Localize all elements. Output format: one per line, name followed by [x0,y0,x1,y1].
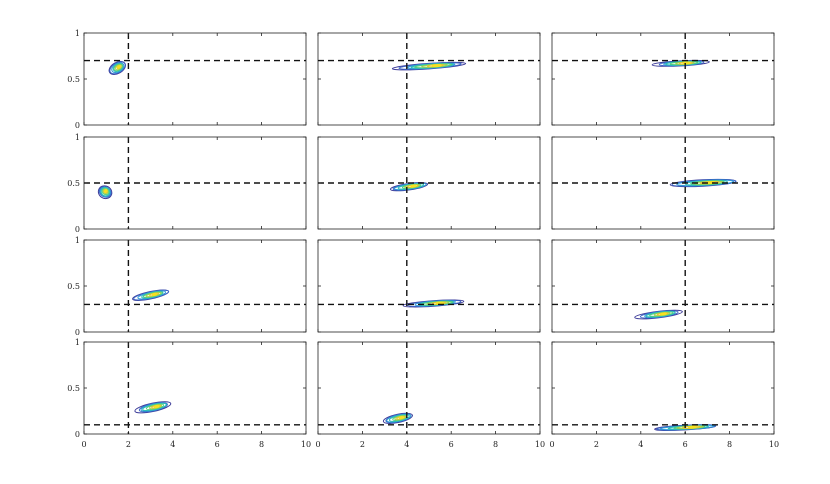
x-tick-label: 2 [360,440,365,449]
contour-set [389,182,429,192]
x-tick-label: 6 [215,440,220,449]
contour-level-4 [142,402,167,412]
contour-peak [154,405,159,408]
panel-frame [317,239,541,333]
panel-r3-c1: 00.51 [67,236,307,337]
x-tick-label: 10 [535,440,545,449]
contour-peak [117,65,121,69]
y-tick-label: 0.5 [67,384,80,393]
contour-level-4 [100,187,111,197]
contour-set [97,185,113,200]
contour-set [654,424,717,431]
contour-peak [398,416,403,419]
contour-set [108,60,126,75]
x-tick-label: 10 [769,440,779,449]
panel-frame [83,32,307,126]
contour-set [132,289,170,301]
panel-r1-c1: 00.51 [67,29,307,130]
contour-level-6 [114,64,123,71]
y-tick-label: 1 [75,29,80,38]
contour-level-2 [138,402,168,413]
contour-level-2 [109,61,126,75]
x-tick-label: 8 [259,440,264,449]
panel-r2-c2 [317,136,541,230]
contour-level-3 [386,413,412,423]
x-tick-label: 0 [81,440,86,449]
contour-set [134,401,172,414]
x-tick-label: 8 [493,440,498,449]
x-tick-label: 0 [549,440,554,449]
y-tick-label: 0 [75,430,80,439]
x-tick-label: 2 [126,440,131,449]
y-tick-label: 0.5 [67,179,80,188]
contour-peak [682,61,690,65]
contour-peak [687,425,696,429]
x-tick-label: 6 [449,440,454,449]
panel-frame [83,341,307,435]
contour-level-3 [140,402,168,412]
x-tick-label: 6 [683,440,688,449]
contour-set [391,61,467,71]
x-tick-label: 0 [315,440,320,449]
y-tick-label: 1 [75,133,80,142]
y-tick-label: 1 [75,338,80,347]
panel-frame [83,239,307,333]
x-tick-label: 8 [727,440,732,449]
contour-level-3 [111,62,125,74]
panel-frame [317,32,541,126]
y-tick-label: 0.5 [67,282,80,291]
panel-r1-c2 [317,32,541,126]
y-tick-label: 1 [75,236,80,245]
contour-level-1 [134,401,172,414]
panel-r3-c2 [317,239,541,333]
contour-peak [410,184,416,188]
contour-peak [435,301,443,305]
panel-r3-c3 [551,239,775,333]
panel-r2-c1: 00.51 [67,133,307,234]
contour-level-4 [388,414,410,422]
y-tick-label: 0 [75,328,80,337]
contour-set [634,309,683,320]
panel-r2-c3 [551,136,775,230]
contour-level-1 [97,185,113,200]
x-tick-label: 4 [170,440,175,449]
panel-r4-c1: 00.510 2 4 6 8 10 [67,338,311,449]
y-tick-label: 0 [75,121,80,130]
contour-peak [431,64,440,67]
panel-r1-c3 [551,32,775,126]
contour-peak [152,293,157,296]
x-tick-label: 10 [301,440,311,449]
contour-level-5 [101,187,110,196]
x-tick-label: 4 [638,440,643,449]
contour-set [669,178,737,188]
contour-level-5 [113,63,123,72]
panel-r4-c2: 0 2 4 6 8 10 [315,341,545,449]
x-tick-label: 2 [594,440,599,449]
contour-level-5 [145,403,165,411]
panel-frame [317,341,541,435]
y-tick-label: 0 [75,225,80,234]
contour-level-1 [382,412,413,424]
contour-peak [660,312,666,316]
contour-level-6 [149,404,163,410]
contour-peak [104,189,108,193]
panel-frame [551,32,775,126]
contour-set [402,299,465,308]
panel-frame [551,239,775,333]
contour-level-6 [394,415,407,421]
y-tick-label: 0.5 [67,75,80,84]
x-tick-label: 4 [404,440,409,449]
panel-frame [551,341,775,435]
panel-r4-c3: 0 2 4 6 8 10 [549,341,779,449]
